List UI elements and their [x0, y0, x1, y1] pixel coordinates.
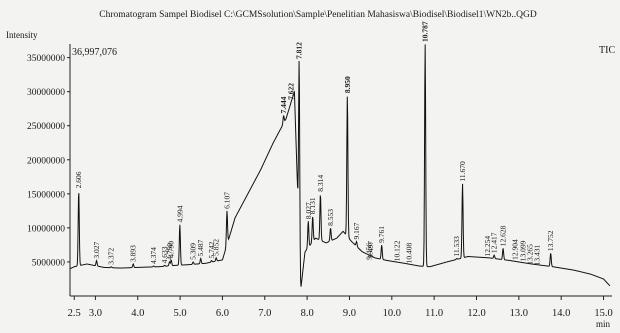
- x-tick-label: 10.0: [383, 308, 401, 319]
- peak-label: 13.431: [533, 245, 542, 266]
- x-tick-label: 4.0: [131, 308, 144, 319]
- peak-label: 13.099: [519, 240, 528, 261]
- peak-label: 5.742: [207, 241, 216, 258]
- peak-label: 8.950: [343, 76, 352, 93]
- peak-label: 12.904: [510, 239, 519, 260]
- peak-label: 8.131: [308, 197, 317, 214]
- x-tick-label: 3.0: [89, 308, 102, 319]
- x-tick-label: 13.0: [510, 308, 528, 319]
- tic-trace: [69, 44, 611, 287]
- x-tick-label: 2.5: [68, 308, 81, 319]
- chart-title-group: Chromatogram Sampel Biodisel C:\GCMSsolu…: [99, 10, 537, 20]
- peak-label: 5.309: [189, 243, 198, 260]
- chart-title: Chromatogram Sampel Biodisel C:\GCMSsolu…: [99, 10, 537, 20]
- peak-label: 10.122: [393, 240, 402, 261]
- peak-label: 3.893: [129, 245, 138, 262]
- peak-label: 3.372: [107, 248, 116, 265]
- y-tick-label: 10000000: [27, 224, 65, 234]
- x-axis-label: min: [596, 319, 611, 329]
- x-tick-label: 6.0: [216, 308, 229, 319]
- peak-label: 8.553: [326, 209, 335, 226]
- peak-label: 7.622: [287, 83, 296, 100]
- peak-label: 7.444: [279, 96, 288, 113]
- peak-label: 5.487: [196, 239, 205, 256]
- peak-label: 10.787: [421, 21, 430, 42]
- y-axis-ticks: 35000000 30000000 25000000 20000000 15000000…: [27, 54, 70, 268]
- peak-label: 2.606: [74, 171, 83, 188]
- peak-label: 9.761: [377, 226, 386, 243]
- peak-label: 8.314: [316, 175, 325, 192]
- y-tick-label: 20000000: [27, 156, 65, 166]
- peak-labels: 2.606 3.027 3.372 3.893 4.374 4.6334.7504.790…: [74, 21, 555, 265]
- peak-label: 6.107: [223, 192, 232, 209]
- x-tick-label: 14.0: [552, 308, 570, 319]
- y-tick-label: 5000000: [32, 258, 66, 268]
- peak-label: 13.752: [546, 230, 555, 251]
- y-tick-label: 35000000: [27, 54, 65, 64]
- x-tick-label: 5.0: [174, 308, 187, 319]
- tic-label: TIC: [599, 45, 615, 56]
- peak-label: 9.167: [352, 222, 361, 239]
- peak-label: 11.533: [452, 236, 461, 257]
- x-tick-label: 12.0: [467, 308, 485, 319]
- y-tick-label: 25000000: [27, 122, 65, 132]
- peak-label: 4.994: [175, 205, 184, 222]
- peak-label: 4.790: [167, 241, 176, 258]
- peak-label: 12.417: [490, 232, 499, 253]
- x-axis-ticks: 2.5 3.0 4.0 5.0 6.0 7.0 8.0 9.0 10.0 11.0 12.0 13.0…: [68, 296, 613, 319]
- peak-label: 7.812: [295, 42, 304, 59]
- peak-label: 10.408: [405, 243, 414, 264]
- y-tick-label: 30000000: [27, 88, 65, 98]
- peak-label: 4.750: [165, 243, 174, 260]
- x-tick-label: 15.0: [594, 308, 612, 319]
- peak-label: 13.265: [526, 244, 535, 265]
- peak-label: 12.254: [483, 236, 492, 257]
- peak-label: 5.852: [212, 239, 221, 256]
- peak-label: 9.456: [364, 243, 373, 260]
- tic-line: [69, 44, 611, 287]
- peak-label: 12.628: [499, 225, 508, 246]
- x-tick-label: 8.0: [301, 308, 314, 319]
- x-tick-label: 9.0: [343, 308, 356, 319]
- peak-label: 4.633: [160, 246, 169, 263]
- y-tick-label: 15000000: [27, 190, 65, 200]
- peak-label: 11.670: [458, 161, 467, 182]
- y-axis-label: Intensity: [6, 30, 38, 40]
- peak-label: 3.027: [92, 241, 101, 258]
- peak-label: 8.027: [304, 202, 313, 219]
- x-tick-label: 11.0: [425, 308, 443, 319]
- peak-label: 9.497: [366, 241, 375, 258]
- x-tick-label: 7.0: [258, 308, 271, 319]
- max-intensity-label: 36,997,076: [72, 47, 117, 58]
- peak-label: 4.374: [149, 247, 158, 264]
